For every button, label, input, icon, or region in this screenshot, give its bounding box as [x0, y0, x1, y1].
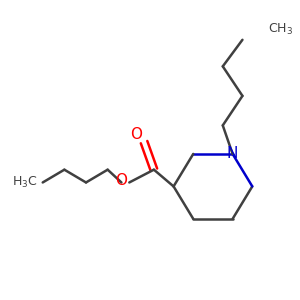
- Text: H$_3$C: H$_3$C: [12, 175, 38, 190]
- Text: O: O: [116, 173, 128, 188]
- Text: CH$_3$: CH$_3$: [268, 21, 293, 37]
- Text: N: N: [227, 146, 238, 161]
- Text: O: O: [130, 127, 142, 142]
